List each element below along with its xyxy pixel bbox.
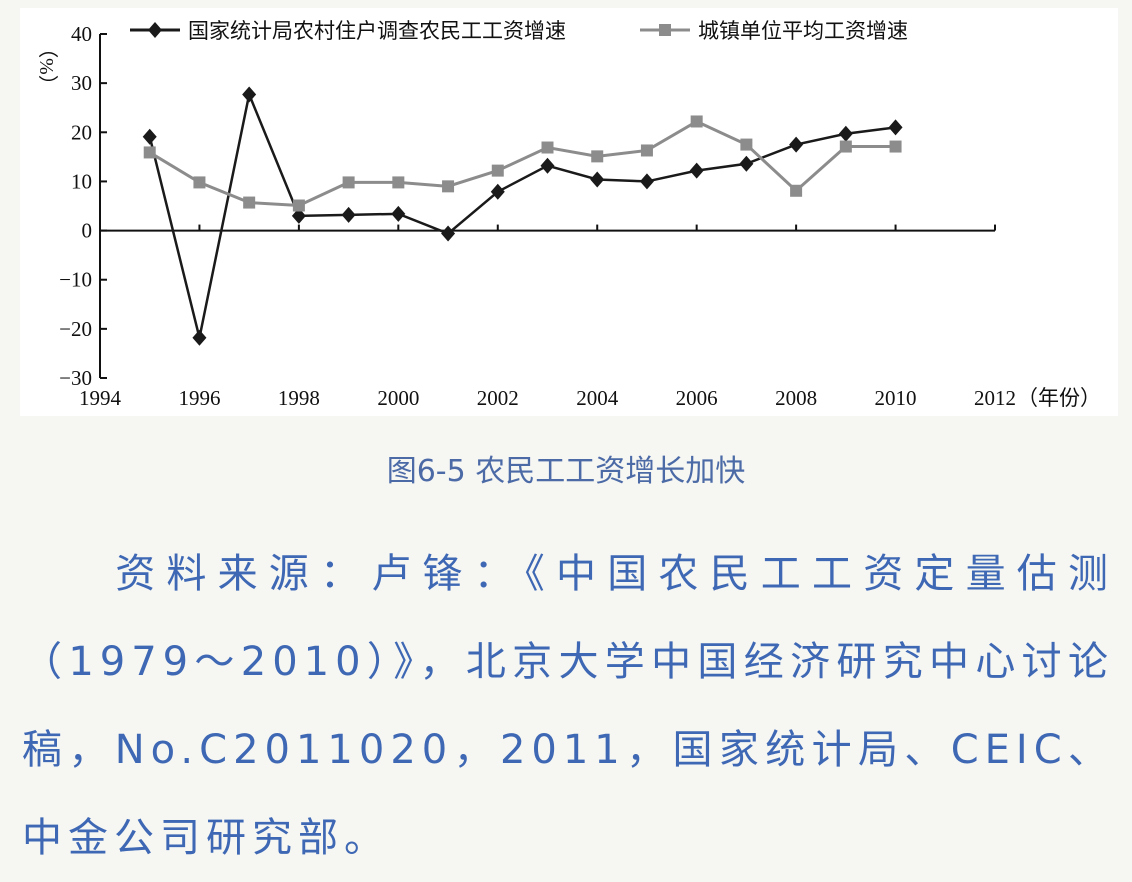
x-tick-label: 1996 — [178, 386, 220, 410]
data-point — [391, 205, 406, 222]
data-point — [341, 206, 356, 223]
data-point — [888, 119, 903, 136]
data-point — [491, 164, 504, 177]
source-text: 资料来源：卢锋：《中国农民工工资定量估测（1979～2010）》，北京大学中国经… — [22, 551, 1114, 861]
data-point — [590, 171, 605, 188]
data-point — [640, 144, 653, 157]
x-axis-label: （年份） — [1017, 386, 1101, 410]
x-tick-label: 2004 — [576, 386, 619, 410]
figure-caption: 图6-5 农民工工资增长加快 — [386, 454, 746, 489]
data-point — [192, 329, 207, 346]
y-tick-label: 40 — [71, 22, 92, 46]
legend-marker — [148, 22, 162, 38]
data-point — [889, 140, 902, 153]
data-point — [142, 128, 157, 145]
source-note: 资料来源：卢锋：《中国农民工工资定量估测（1979～2010）》，北京大学中国经… — [22, 530, 1114, 882]
data-point — [689, 162, 704, 179]
x-tick-label: 1998 — [278, 386, 320, 410]
data-point — [739, 155, 754, 172]
x-tick-label: 2000 — [377, 386, 419, 410]
data-point — [490, 183, 505, 200]
line-chart: −30 −20 −10 0 10 20 30 40 1994 1996 1998 2000 2002 20… — [20, 8, 1118, 416]
data-point — [193, 176, 206, 189]
y-tick-label: 10 — [71, 169, 92, 193]
x-tick-label: 2002 — [477, 386, 519, 410]
data-point — [690, 115, 703, 128]
data-point — [392, 176, 405, 189]
y-tick-label: −30 — [59, 366, 92, 390]
data-point — [591, 150, 604, 163]
data-point — [342, 176, 355, 189]
data-point — [242, 86, 257, 103]
data-point — [442, 180, 455, 193]
y-tick-label: 20 — [71, 120, 92, 144]
legend-label: 城镇单位平均工资增速 — [698, 19, 908, 43]
x-tick-label: 2008 — [775, 386, 817, 410]
data-point — [838, 125, 853, 142]
x-tick-label: 1994 — [79, 386, 122, 410]
data-point — [789, 136, 804, 153]
chart-svg: −30 −20 −10 0 10 20 30 40 1994 1996 1998 2000 2002 20… — [35, 19, 1101, 410]
legend-marker — [659, 24, 671, 36]
x-tick-label: 2010 — [875, 386, 917, 410]
data-point — [740, 138, 753, 151]
data-point — [541, 141, 554, 154]
data-point — [291, 207, 306, 224]
data-point — [790, 184, 803, 197]
data-point — [441, 225, 456, 242]
series-line — [148, 119, 896, 208]
data-point — [143, 146, 156, 159]
y-axis-label: （%） — [35, 38, 58, 95]
y-tick-label: −20 — [59, 317, 92, 341]
data-point — [540, 157, 555, 174]
data-point — [243, 196, 256, 209]
series-line — [148, 90, 896, 339]
data-point — [839, 140, 852, 153]
y-tick-label: 30 — [71, 71, 92, 95]
legend-label: 国家统计局农村住户调查农民工工资增速 — [188, 19, 566, 43]
y-tick-label: −10 — [59, 268, 92, 292]
data-point — [639, 173, 654, 190]
data-point — [292, 199, 305, 212]
y-tick-label: 0 — [82, 219, 93, 243]
x-tick-label: 2012 — [974, 386, 1016, 410]
x-tick-label: 2006 — [676, 386, 718, 410]
